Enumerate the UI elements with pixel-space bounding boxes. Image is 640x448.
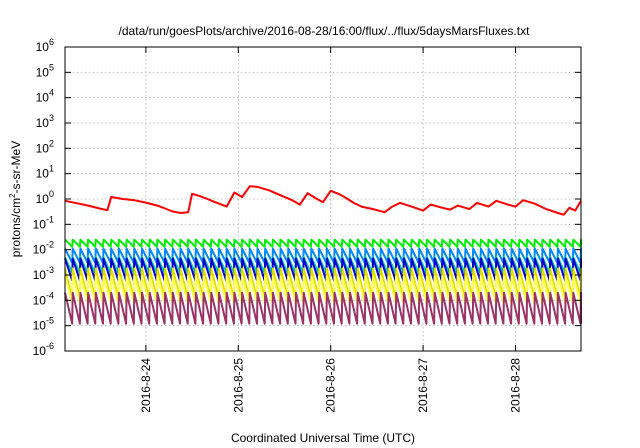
x-tick-label: 2016-8-25 <box>231 358 245 413</box>
y-tick-label: 10-3 <box>33 265 54 282</box>
y-tick-label: 10-5 <box>33 316 54 333</box>
y-tick-label: 106 <box>36 37 54 54</box>
series-line <box>64 247 582 264</box>
y-axis-label: protons/cm2-s-sr-MeV <box>8 141 23 257</box>
y-tick-label: 10-2 <box>33 240 54 257</box>
x-axis-label: Coordinated Universal Time (UTC) <box>231 431 415 445</box>
chart-title: /data/run/goesPlots/archive/2016-08-28/1… <box>119 24 531 38</box>
series-line <box>64 275 582 304</box>
x-tick-label: 2016-8-24 <box>139 358 153 413</box>
y-tick-label: 105 <box>36 62 54 79</box>
y-tick-label: 10-4 <box>33 290 54 307</box>
grid <box>65 47 581 351</box>
y-tick-label: 104 <box>36 88 54 105</box>
y-tick-label: 101 <box>36 164 54 181</box>
series-line <box>64 238 582 248</box>
x-axis: 2016-8-24 2016-8-25 2016-8-26 2016-8-27 2016… <box>139 47 523 413</box>
x-tick-label: 2016-8-26 <box>324 358 338 413</box>
series-line <box>64 291 582 325</box>
y-axis: 10-6 10-5 10-4 10-3 10-2 10-1 100 101 102 103 104 1… <box>33 37 581 358</box>
y-tick-label: 102 <box>36 138 54 155</box>
y-tick-label: 10-1 <box>33 214 54 231</box>
series-line <box>64 185 582 216</box>
series-group <box>64 185 582 325</box>
y-tick-label: 10-6 <box>33 341 54 358</box>
y-tick-label: 100 <box>36 189 54 206</box>
x-tick-label: 2016-8-27 <box>416 358 430 413</box>
y-tick-label: 103 <box>36 113 54 130</box>
x-tick-label: 2016-8-28 <box>509 358 523 413</box>
